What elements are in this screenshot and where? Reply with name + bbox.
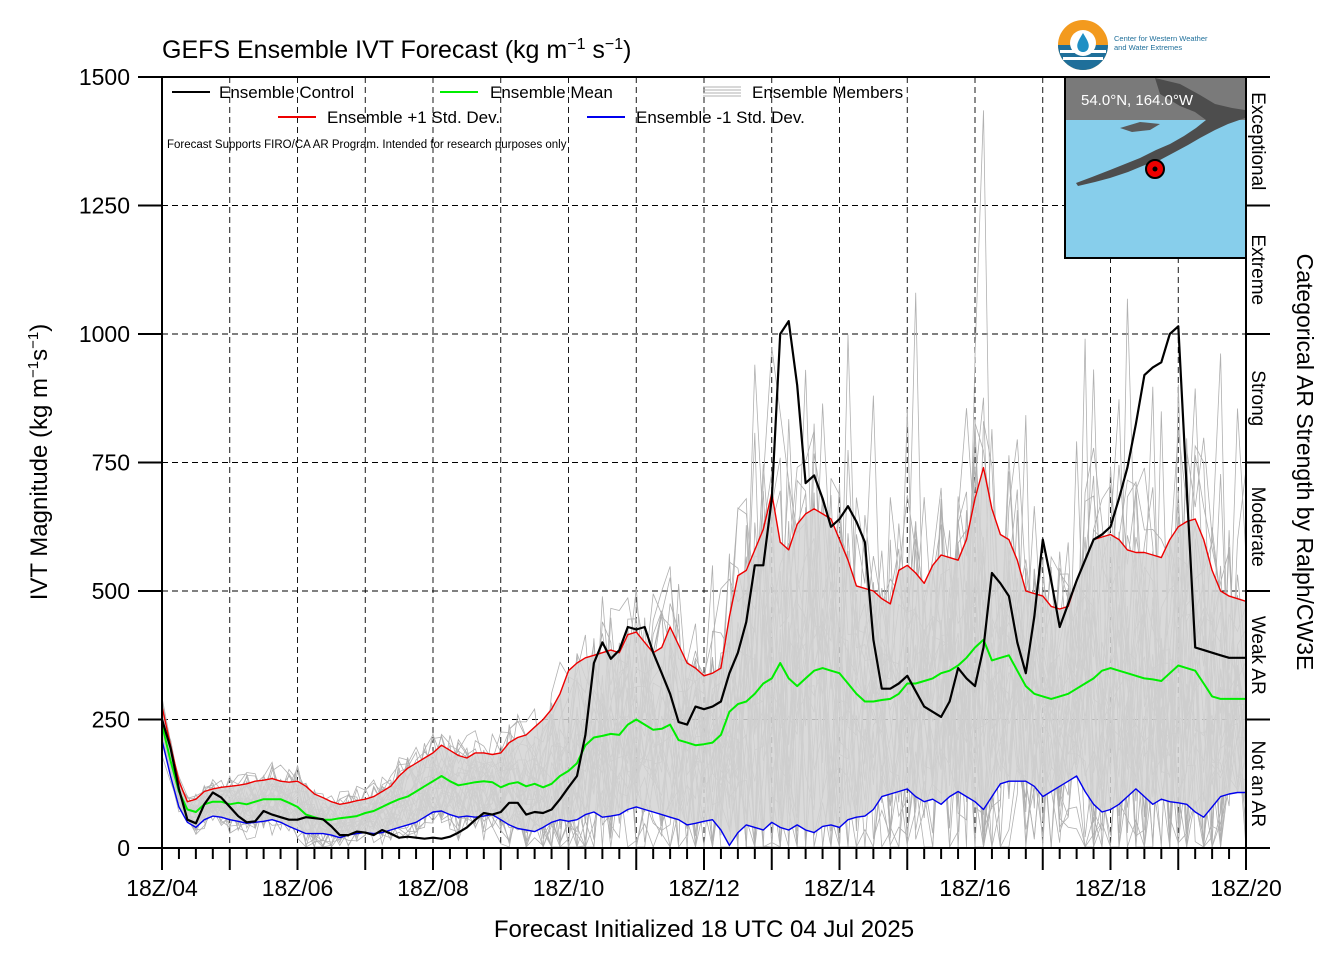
x-tick-label: 18Z/04 [126,875,198,901]
logo-text-line-1: Center for Western Weather [1114,34,1208,43]
legend-label-control: Ensemble Control [219,83,354,102]
logo-drop-icon [1077,33,1089,52]
x-tick-label: 18Z/10 [533,875,605,901]
series-line-plus [162,466,1246,805]
legend-label-members: Ensemble Members [752,83,903,102]
ar-category-scale: Not an AR Weak AR Moderate Strong Extreme Exc… [1246,76,1270,849]
cw3e-logo: Center for Western Weather and Water Ext… [1058,20,1208,70]
y-tick-label: 0 [117,835,130,861]
series-line-control [162,320,1246,840]
inset-coordinate-label: 54.0°N, 164.0°W [1081,92,1194,109]
y-tick-label: 750 [92,450,130,476]
legend-label-mean: Ensemble Mean [490,83,613,102]
x-axis: 18Z/04 18Z/06 18Z/08 18Z/10 18Z/12 18Z/14 18Z/… [126,848,1282,901]
inset-island [1120,122,1160,132]
legend: Ensemble Control Ensemble Mean Ensemble … [167,83,903,151]
x-tick-label: 18Z/16 [939,875,1011,901]
inset-coastline [1076,78,1245,186]
y-tick-label: 1500 [79,64,130,90]
logo-text-line-2: and Water Extremes [1114,43,1182,52]
legend-label-minus: Ensemble -1 Std. Dev. [636,108,805,127]
category-label: Moderate [1247,487,1268,567]
x-tick-label: 18Z/12 [668,875,740,901]
research-note: Forecast Supports FIRO/CA AR Program. In… [167,139,567,151]
location-marker-center [1152,166,1158,172]
x-tick-label: 18Z/08 [397,875,469,901]
category-label: Extreme [1247,234,1268,305]
x-tick-label: 18Z/14 [804,875,876,901]
right-axis-label: Categorical AR Strength by Ralph/CW3E [1292,254,1318,671]
category-label: Not an AR [1247,740,1268,827]
x-axis-label: Forecast Initialized 18 UTC 04 Jul 2025 [494,916,914,943]
series-line-mean [162,638,1246,821]
location-inset-map: 54.0°N, 164.0°W [1064,76,1247,259]
legend-label-plus: Ensemble +1 Std. Dev. [327,108,500,127]
y-axis-label: IVT Magnitude (kg m−1s−1) [25,324,53,601]
y-tick-label: 1250 [79,193,130,219]
category-label: Exceptional [1247,92,1268,190]
category-label: Strong [1247,370,1268,426]
x-tick-label: 18Z/18 [1075,875,1147,901]
series-line-minus [162,739,1246,847]
std-dev-band [162,467,1246,846]
y-tick-label: 500 [92,578,130,604]
x-tick-label: 18Z/20 [1210,875,1282,901]
series-lines [162,320,1246,847]
y-axis: 0 250 500 750 1000 1250 1500 [79,64,162,861]
chart-title: GEFS Ensemble IVT Forecast (kg m−1 s−1) [162,36,632,64]
y-tick-label: 1000 [79,321,130,347]
y-tick-label: 250 [92,707,130,733]
x-tick-label: 18Z/06 [262,875,334,901]
category-label: Weak AR [1247,616,1268,695]
legend-swatch-members [703,86,741,97]
